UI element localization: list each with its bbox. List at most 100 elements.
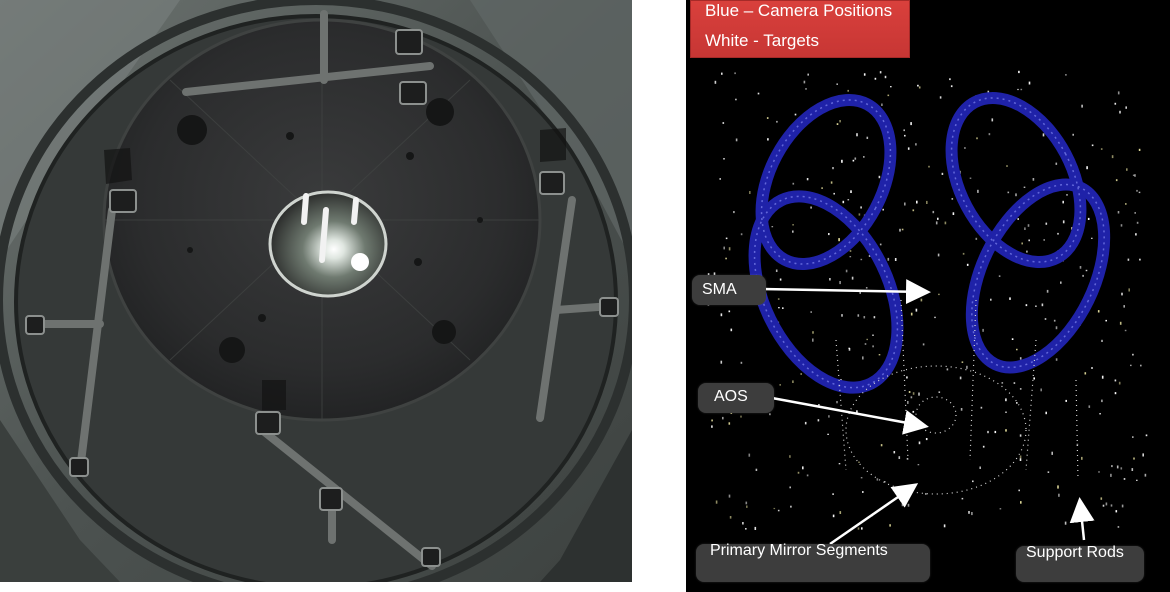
target-point bbox=[829, 278, 831, 281]
target-point bbox=[839, 281, 841, 285]
telescope-photo bbox=[0, 0, 632, 582]
target-point bbox=[1110, 473, 1112, 477]
target-point bbox=[859, 292, 861, 294]
callout-arrows bbox=[761, 279, 1095, 546]
target-point bbox=[943, 524, 946, 528]
target-point bbox=[962, 252, 965, 255]
target-point bbox=[937, 253, 940, 257]
target-point bbox=[897, 492, 899, 495]
target-point bbox=[1130, 364, 1132, 367]
target-point bbox=[1018, 70, 1020, 74]
target-point bbox=[1081, 104, 1083, 108]
target-point bbox=[904, 134, 906, 137]
target-point bbox=[1027, 224, 1030, 227]
target-point bbox=[1117, 211, 1120, 214]
target-point bbox=[959, 376, 962, 380]
target-point bbox=[1085, 269, 1088, 272]
target-point bbox=[872, 345, 874, 348]
target-point bbox=[928, 165, 930, 168]
target-point bbox=[1028, 81, 1031, 85]
target-point bbox=[769, 413, 771, 416]
target-point bbox=[856, 133, 858, 137]
rods-arrow bbox=[1069, 497, 1095, 541]
target-point bbox=[968, 511, 970, 514]
target-point bbox=[1020, 88, 1023, 91]
target-point bbox=[812, 338, 814, 342]
target-point bbox=[755, 468, 758, 471]
target-point bbox=[1145, 434, 1148, 437]
target-point bbox=[860, 258, 863, 261]
target-point bbox=[713, 272, 716, 275]
target-point bbox=[792, 182, 795, 185]
target-point bbox=[1136, 221, 1139, 224]
target-point bbox=[742, 522, 744, 525]
target-point bbox=[941, 172, 944, 175]
callout-sma: SMA bbox=[692, 275, 766, 305]
legend-camera-positions: Blue – Camera Positions bbox=[705, 1, 893, 20]
target-point bbox=[972, 480, 974, 483]
target-point bbox=[873, 316, 876, 319]
target-point bbox=[917, 464, 920, 466]
target-point bbox=[777, 509, 780, 512]
target-point bbox=[806, 474, 809, 477]
target-point bbox=[1064, 521, 1067, 525]
target-point bbox=[904, 202, 906, 206]
target-point bbox=[990, 298, 992, 301]
target-point bbox=[903, 129, 905, 132]
target-point bbox=[776, 120, 778, 123]
target-point bbox=[874, 77, 877, 80]
target-point bbox=[838, 463, 841, 465]
target-point bbox=[860, 206, 862, 209]
target-point bbox=[971, 512, 973, 516]
target-point bbox=[729, 516, 732, 519]
target-point bbox=[1120, 467, 1123, 470]
target-point bbox=[792, 380, 794, 383]
target-point bbox=[852, 159, 855, 162]
target-point bbox=[1055, 162, 1058, 165]
target-point bbox=[1144, 473, 1147, 477]
target-point bbox=[876, 478, 879, 481]
target-point bbox=[934, 316, 936, 319]
target-point bbox=[1118, 381, 1121, 385]
target-point bbox=[860, 477, 863, 479]
target-point bbox=[1134, 212, 1136, 214]
target-point bbox=[805, 88, 807, 90]
target-point bbox=[833, 192, 835, 195]
target-point bbox=[1125, 203, 1127, 205]
target-point bbox=[918, 441, 921, 445]
target-point bbox=[868, 255, 871, 257]
callout-aos: AOS bbox=[698, 383, 774, 413]
target-point bbox=[912, 410, 915, 413]
target-point bbox=[1138, 191, 1141, 194]
target-point bbox=[864, 343, 867, 345]
target-point bbox=[1019, 455, 1022, 459]
target-point bbox=[1035, 305, 1037, 307]
target-point bbox=[925, 493, 927, 495]
target-point bbox=[1065, 74, 1067, 76]
target-point bbox=[1126, 168, 1128, 171]
target-point bbox=[728, 422, 731, 425]
target-point bbox=[1045, 222, 1048, 225]
target-point bbox=[1062, 220, 1065, 224]
target-point bbox=[1101, 399, 1103, 403]
target-point bbox=[720, 360, 723, 364]
target-point bbox=[849, 256, 852, 258]
legend-targets: White - Targets bbox=[705, 31, 820, 50]
callout-aos-label: AOS bbox=[714, 388, 748, 405]
target-point bbox=[757, 92, 760, 95]
aos-outline bbox=[915, 396, 957, 434]
target-point bbox=[1105, 502, 1108, 506]
target-point bbox=[730, 412, 733, 414]
callout-support-rods-label: Support Rods bbox=[1026, 544, 1124, 561]
target-point bbox=[960, 408, 963, 411]
callout-primary-mirror: Primary Mirror Segments bbox=[696, 542, 930, 582]
target-point bbox=[850, 190, 852, 193]
target-point bbox=[951, 198, 954, 200]
target-point bbox=[810, 311, 812, 313]
target-point bbox=[938, 391, 941, 393]
target-point bbox=[1005, 411, 1007, 413]
camera-ring-upper-left bbox=[755, 93, 897, 271]
target-point bbox=[832, 493, 834, 495]
target-point bbox=[841, 314, 843, 317]
target-point bbox=[857, 527, 860, 530]
